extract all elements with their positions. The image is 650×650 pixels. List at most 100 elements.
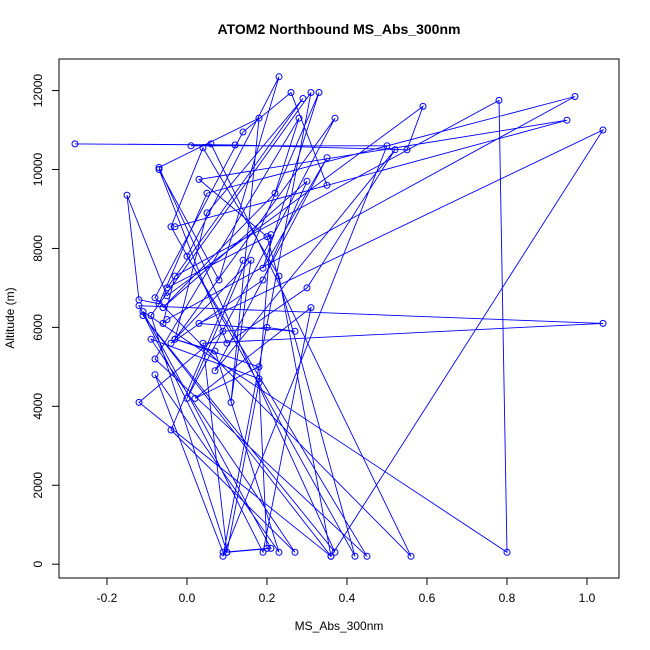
data-point [135,302,143,310]
data-point [351,552,359,560]
data-point [219,552,227,560]
data-point [275,548,283,556]
data-point [223,339,231,347]
data-point [327,552,335,560]
data-point [167,223,175,231]
y-axis: 0 2000 4000 6000 8000 10000 12000 [31,74,59,568]
x-tick-label: 0.2 [259,591,276,605]
data-point [259,276,267,284]
x-axis-label: MS_Abs_300nm [295,619,384,633]
data-point [135,398,143,406]
data-point [147,312,155,319]
data-point [219,327,227,335]
x-tick-label: 0.8 [499,591,516,605]
data-point [151,355,159,363]
data-point [239,128,247,136]
data-point [331,548,339,556]
data-point [199,339,207,347]
data-point [227,398,235,406]
data-point [123,191,131,199]
y-tick-label: 2000 [31,472,45,499]
data-point [383,142,391,150]
y-tick-label: 0 [31,561,45,568]
data-point [323,181,331,189]
data-point [151,371,159,379]
data-point [255,375,263,383]
data-point [223,548,231,556]
data-point [195,319,203,327]
data-point [291,327,299,335]
data-point [195,175,203,183]
data-point [155,166,163,173]
y-tick-label: 8000 [31,235,45,262]
data-point [171,335,179,343]
data-point [307,89,315,96]
x-axis: -0.2 0.0 0.2 0.4 0.6 0.8 1.0 [97,578,596,605]
data-point [155,164,163,171]
data-point [211,367,219,375]
data-point [263,323,271,331]
data-point [255,363,263,371]
plot-frame [58,58,620,579]
data-point [495,96,503,104]
data-point [263,233,271,241]
data-point [259,548,267,556]
data-point [599,126,607,134]
data-point [303,177,311,185]
data-point [315,89,323,96]
data-point [287,89,295,96]
data-point [191,394,199,402]
data-point [167,339,175,347]
data-point [271,189,279,197]
data-point [207,140,215,148]
data-point [219,548,227,556]
data-point [163,292,171,300]
x-tick-label: -0.2 [97,591,118,605]
data-point [163,316,171,323]
y-tick-label: 10000 [31,153,45,187]
data-point [139,308,147,316]
data-point [203,209,211,217]
data-point [275,272,283,280]
data-point [231,141,239,149]
data-point [155,300,163,308]
data-point [307,304,315,312]
data-point [203,189,211,197]
data-point [255,114,263,122]
data-point [139,312,147,319]
series-line-1 [74,76,605,558]
data-point [267,544,275,552]
data-point [247,256,255,264]
data-point [183,394,191,402]
data-point [71,140,79,148]
data-point [323,154,331,162]
data-point [275,73,283,81]
data-point [183,252,191,260]
data-point [563,116,571,124]
data-point [215,276,223,284]
data-point [259,264,267,272]
data-point [503,548,511,556]
data-point [571,93,579,100]
data-point [419,102,427,110]
y-tick-label: 12000 [31,74,45,108]
data-point [363,552,371,560]
y-tick-label: 6000 [31,314,45,341]
data-point [211,347,219,355]
data-point [171,272,179,280]
data-point [239,256,247,264]
data-point [331,114,339,122]
data-point [167,426,175,434]
series-lines [74,76,605,558]
data-point [163,284,171,292]
data-point [255,379,263,387]
x-tick-label: 1.0 [579,591,596,605]
data-point [147,335,155,343]
data-point [407,552,415,560]
data-point [199,144,207,152]
data-point [263,544,271,552]
chart-title: ATOM2 Northbound MS_Abs_300nm [218,21,461,37]
x-tick-label: 0.6 [419,591,436,605]
data-point [187,142,195,150]
